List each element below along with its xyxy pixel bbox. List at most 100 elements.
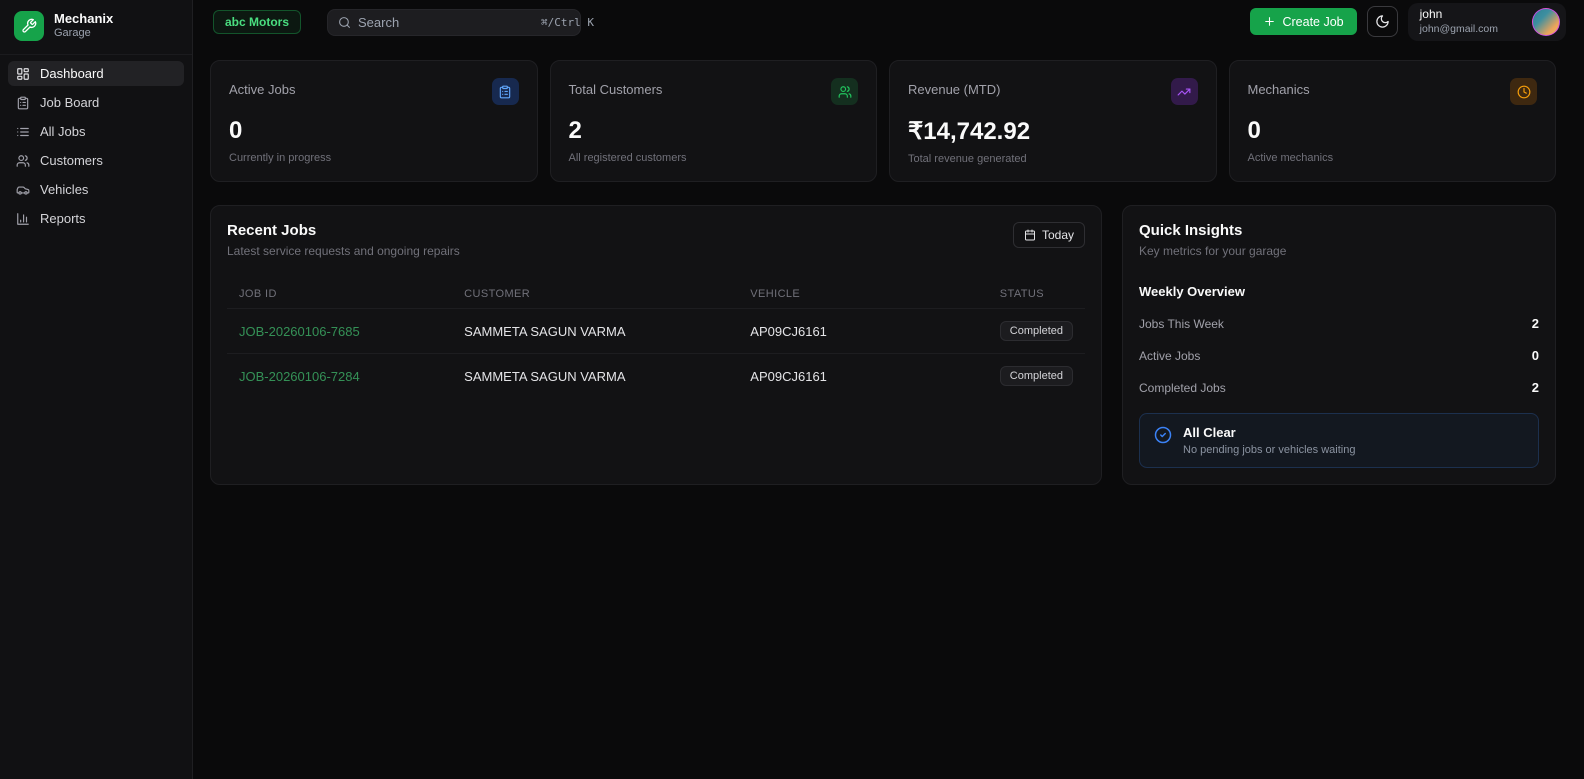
stat-subtitle: Currently in progress	[229, 152, 332, 164]
app-subtitle: Garage	[54, 27, 91, 40]
customer-cell: SAMMETA SAGUN VARMA	[452, 353, 739, 398]
wrench-icon	[14, 11, 44, 41]
sidebar-item-label: Dashboard	[40, 66, 104, 81]
weekly-overview-heading: Weekly Overview	[1139, 284, 1245, 299]
check-circle-icon	[1154, 425, 1172, 444]
stat-title: Revenue (MTD)	[908, 82, 1001, 97]
bar-chart-icon	[16, 212, 30, 226]
quick-insights-title: Quick Insights	[1139, 222, 1243, 239]
sidebar: Mechanix Garage Dashboard Job Board All …	[0, 0, 193, 779]
metric-row-active-jobs: Active Jobs 0	[1139, 348, 1539, 363]
stat-title: Total Customers	[568, 82, 663, 97]
stat-card-total-customers: Total Customers 2 All registered custome…	[549, 60, 877, 182]
theme-toggle-button[interactable]	[1366, 6, 1398, 38]
search-shortcut: ⌘/Ctrl K	[541, 15, 594, 29]
user-name: john	[1419, 7, 1443, 22]
users-icon	[16, 154, 30, 168]
moon-icon	[1375, 14, 1390, 29]
stat-value: 0	[229, 117, 243, 144]
stat-title: Mechanics	[1247, 82, 1310, 97]
stat-value: 0	[1247, 117, 1261, 144]
sidebar-item-customers[interactable]: Customers	[8, 148, 184, 173]
jobs-table-header: JOB ID CUSTOMER VEHICLE STATUS	[227, 280, 1085, 309]
topbar: abc Motors ⌘/Ctrl K Create Job john john…	[193, 0, 1584, 44]
stat-value: ₹14,742.92	[908, 118, 1031, 145]
calendar-icon	[1024, 229, 1036, 241]
sidebar-item-all-jobs[interactable]: All Jobs	[8, 119, 184, 144]
sidebar-item-label: Customers	[40, 153, 103, 168]
stat-card-revenue: Revenue (MTD) ₹14,742.92 Total revenue g…	[889, 60, 1217, 182]
sidebar-item-label: Vehicles	[40, 182, 89, 197]
stat-title: Active Jobs	[229, 82, 296, 97]
sidebar-item-label: Reports	[40, 211, 86, 226]
job-id-link[interactable]: JOB-20260106-7284	[239, 368, 360, 384]
content: Active Jobs 0 Currently in progress Tota…	[193, 44, 1584, 485]
sidebar-item-job-board[interactable]: Job Board	[8, 90, 184, 115]
app-name: Mechanix	[54, 11, 114, 26]
table-row[interactable]: JOB-20260106-7685 SAMMETA SAGUN VARMA AP…	[227, 308, 1085, 354]
main-area: abc Motors ⌘/Ctrl K Create Job john john…	[193, 0, 1584, 779]
sidebar-item-vehicles[interactable]: Vehicles	[8, 177, 184, 202]
vehicle-cell: AP09CJ6161	[738, 353, 988, 398]
search-box[interactable]: ⌘/Ctrl K	[327, 8, 594, 36]
app-logo: Mechanix Garage	[0, 0, 192, 54]
all-clear-subtitle: No pending jobs or vehicles waiting	[1183, 444, 1356, 456]
trending-up-icon	[1170, 78, 1198, 105]
clipboard-icon	[16, 96, 30, 110]
stats-row: Active Jobs 0 Currently in progress Tota…	[210, 60, 1556, 182]
stat-subtitle: All registered customers	[568, 152, 687, 164]
stat-subtitle: Total revenue generated	[908, 153, 1027, 165]
user-menu[interactable]: john john@gmail.com	[1407, 3, 1566, 41]
status-badge: Completed	[999, 321, 1073, 341]
recent-jobs-subtitle: Latest service requests and ongoing repa…	[227, 244, 460, 258]
search-icon	[338, 16, 351, 29]
sidebar-item-label: Job Board	[40, 95, 100, 110]
column-header-status: STATUS	[999, 288, 1044, 300]
avatar[interactable]	[1532, 7, 1560, 36]
metric-value: 0	[1531, 348, 1539, 363]
column-header-customer: CUSTOMER	[464, 288, 531, 300]
sidebar-item-reports[interactable]: Reports	[8, 206, 184, 231]
job-id-link[interactable]: JOB-20260106-7685	[239, 323, 360, 339]
today-filter-button[interactable]: Today	[1012, 222, 1085, 248]
dashboard-icon	[16, 67, 30, 81]
sidebar-item-dashboard[interactable]: Dashboard	[8, 61, 184, 86]
metric-label: Completed Jobs	[1139, 380, 1226, 395]
recent-jobs-title: Recent Jobs	[227, 222, 317, 239]
stat-card-active-jobs: Active Jobs 0 Currently in progress	[210, 60, 538, 182]
metric-value: 2	[1531, 380, 1539, 395]
plus-icon	[1263, 15, 1276, 28]
all-clear-card: All Clear No pending jobs or vehicles wa…	[1139, 413, 1539, 468]
users-icon	[831, 78, 858, 105]
quick-insights-panel: Quick Insights Key metrics for your gara…	[1122, 205, 1556, 485]
metric-label: Active Jobs	[1139, 348, 1201, 363]
list-icon	[16, 125, 30, 139]
stat-value: 2	[568, 117, 582, 144]
metric-row-jobs-this-week: Jobs This Week 2	[1139, 316, 1539, 331]
column-header-vehicle: VEHICLE	[750, 288, 801, 300]
jobs-table: JOB ID CUSTOMER VEHICLE STATUS JOB-20260…	[227, 280, 1085, 398]
column-header-job-id: JOB ID	[239, 288, 277, 300]
search-input[interactable]	[358, 14, 535, 30]
panels-row: Recent Jobs Latest service requests and …	[210, 205, 1556, 485]
today-filter-label: Today	[1041, 228, 1074, 242]
sidebar-item-label: All Jobs	[40, 124, 86, 139]
quick-insights-subtitle: Key metrics for your garage	[1139, 244, 1287, 258]
vehicle-cell: AP09CJ6161	[738, 308, 988, 354]
sidebar-nav: Dashboard Job Board All Jobs Customers V…	[0, 54, 192, 237]
customer-cell: SAMMETA SAGUN VARMA	[452, 308, 739, 354]
metric-label: Jobs This Week	[1139, 316, 1224, 331]
clipboard-icon	[491, 78, 519, 105]
user-email: john@gmail.com	[1419, 22, 1498, 35]
car-icon	[16, 183, 30, 197]
table-row[interactable]: JOB-20260106-7284 SAMMETA SAGUN VARMA AP…	[227, 353, 1085, 398]
metric-row-completed-jobs: Completed Jobs 2	[1139, 380, 1539, 395]
status-badge: Completed	[999, 366, 1073, 386]
org-badge[interactable]: abc Motors	[213, 10, 302, 34]
create-job-button[interactable]: Create Job	[1250, 8, 1357, 36]
stat-card-mechanics: Mechanics 0 Active mechanics	[1228, 60, 1556, 182]
stat-subtitle: Active mechanics	[1247, 152, 1334, 164]
topbar-right: Create Job john john@gmail.com	[1250, 3, 1566, 41]
clock-icon	[1510, 78, 1537, 105]
metric-value: 2	[1531, 316, 1539, 331]
